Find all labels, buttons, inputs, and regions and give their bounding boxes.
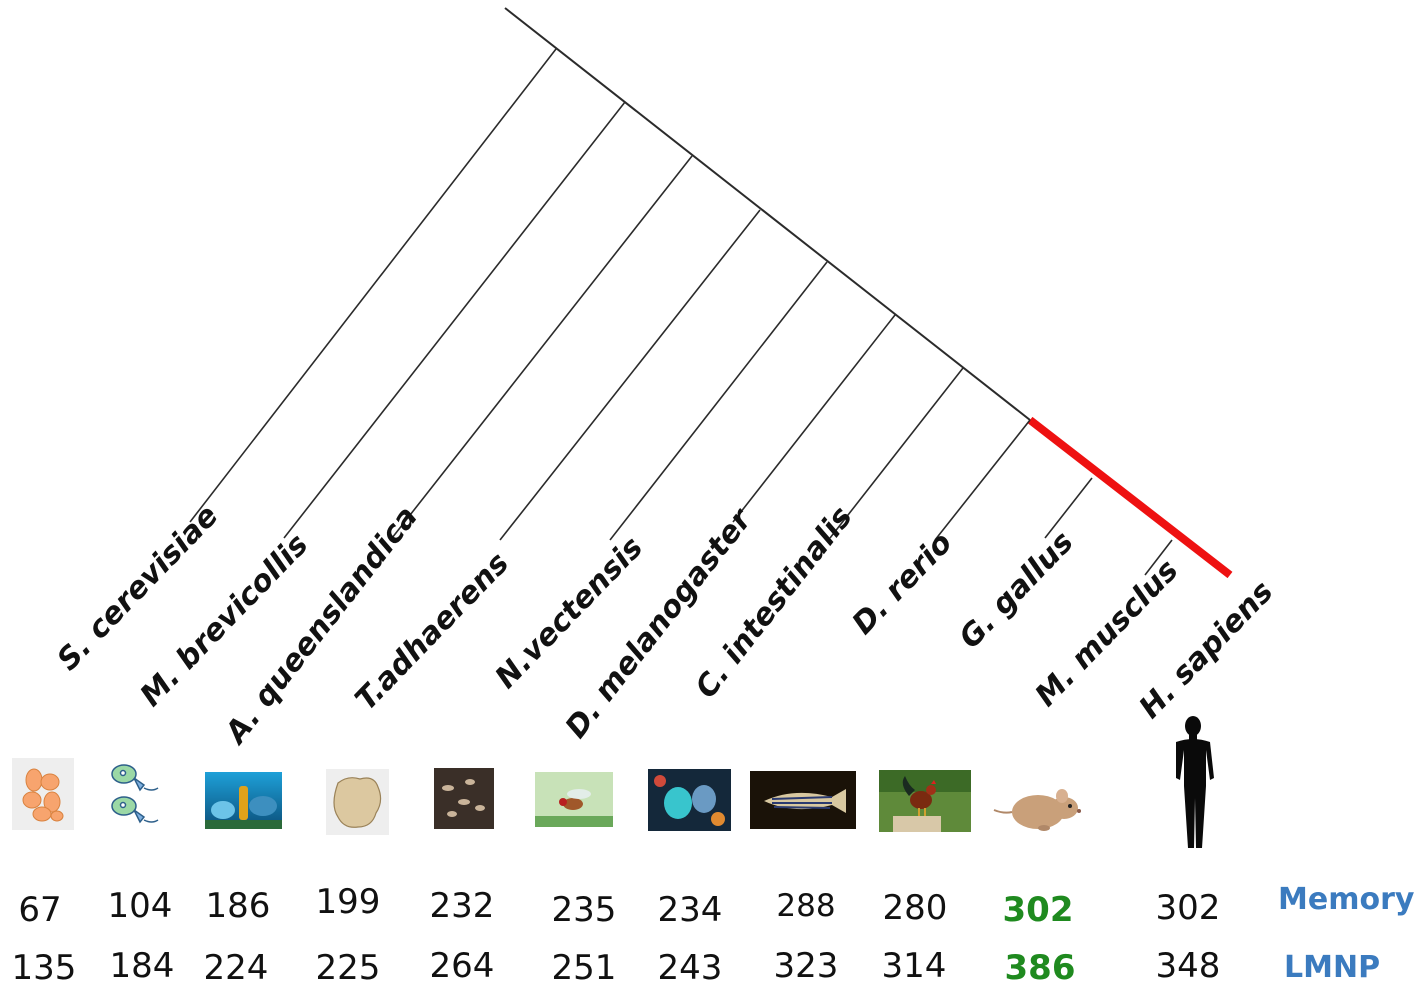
lmnp-value: 314 [881, 946, 947, 986]
yeast-cells-icon [12, 758, 74, 830]
memory-value: 234 [657, 890, 723, 930]
species-label-d-rerio: D. rerio [846, 525, 960, 641]
sea-anemone-photo-icon [434, 768, 494, 829]
lmnp-value-highlighted: 386 [1004, 948, 1076, 988]
human-silhouette-icon [1176, 716, 1214, 848]
branch-g-gallus [1044, 477, 1093, 539]
memory-value: 288 [776, 888, 836, 924]
tree-spine [504, 7, 1031, 421]
memory-value: 280 [882, 888, 948, 928]
lmnp-value: 243 [657, 948, 723, 988]
zebrafish-photo-icon [750, 771, 856, 829]
branch-a-queenslandica [391, 155, 693, 539]
branch-n-vectensis [609, 261, 828, 541]
fruit-fly-photo-icon [535, 772, 613, 827]
memory-value: 199 [315, 882, 381, 922]
memory-value: 104 [107, 886, 173, 926]
species-label-d-melanogaster: D. melanogaster [559, 501, 760, 745]
branch-c-intestinalis [829, 367, 964, 539]
species-label-g-gallus: G. gallus [953, 525, 1081, 656]
branch-d-rerio [934, 419, 1031, 541]
memory-value: 232 [429, 886, 495, 926]
lmnp-row-label: LMNP [1284, 950, 1381, 985]
lmnp-value: 135 [11, 948, 77, 988]
highlighted-branch [1027, 416, 1233, 579]
sea-squirt-photo-icon [648, 769, 731, 831]
branch-t-adhaerens [499, 209, 761, 541]
branch-m-musclus [1144, 539, 1173, 576]
choanoflagellate-icon [111, 764, 159, 824]
branch-d-melanogaster [732, 314, 896, 523]
branch-s-cerevisiae [189, 48, 557, 523]
memory-value: 302 [1155, 888, 1221, 928]
lmnp-value: 264 [429, 946, 495, 986]
memory-row-label: Memory [1278, 882, 1415, 917]
species-label-a-queenslandica: A. queenslandica [217, 500, 424, 752]
lmnp-value: 184 [109, 946, 175, 986]
memory-value-highlighted: 302 [1002, 890, 1074, 930]
lmnp-value: 225 [315, 948, 381, 988]
branch-m-brevicollis [283, 101, 626, 539]
memory-value: 186 [205, 886, 271, 926]
sponge-photo-icon [205, 772, 282, 829]
placozoan-icon [326, 769, 389, 835]
lmnp-value: 323 [773, 946, 839, 986]
rooster-photo-icon [879, 770, 971, 832]
memory-value: 67 [18, 890, 62, 930]
lmnp-value: 251 [551, 948, 617, 988]
mouse-icon [993, 789, 1081, 831]
lmnp-value: 348 [1155, 946, 1221, 986]
memory-value: 235 [551, 890, 617, 930]
lmnp-value: 224 [203, 948, 269, 988]
